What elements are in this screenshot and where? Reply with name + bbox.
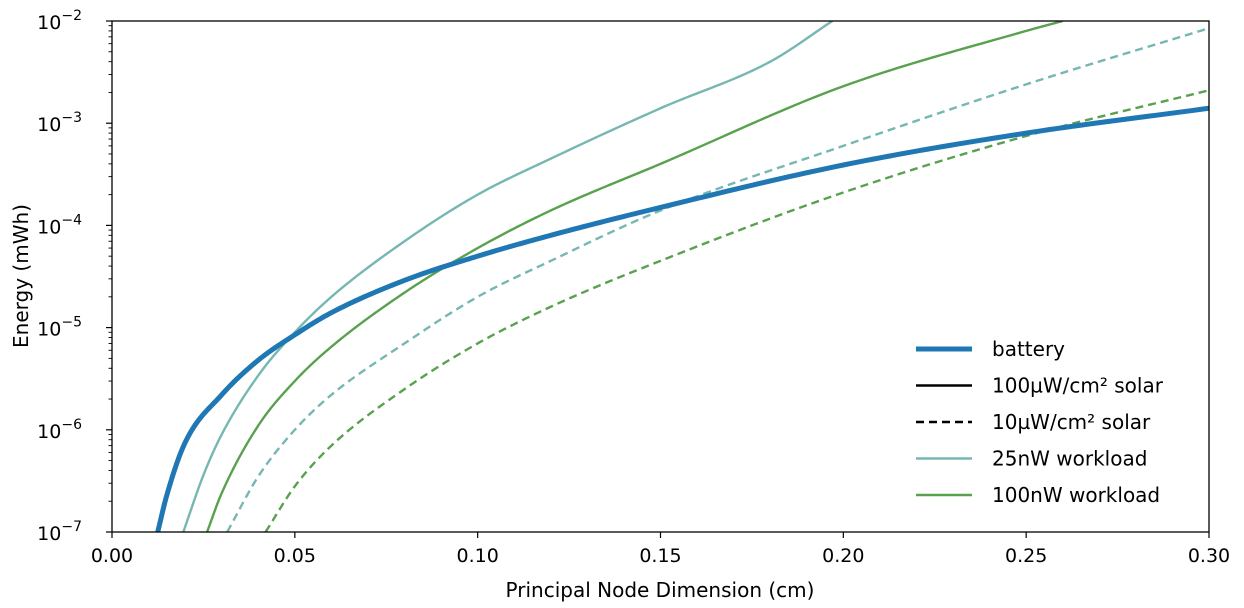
series-line-100nw-workload-10-w-cm-solar: [264, 89, 1209, 532]
y-axis-title: Energy (mWh): [9, 204, 33, 348]
axes-layer: 0.00 0.05 0.10 0.15 0.20 0.25 0.30 10−7 10−6 10−5…: [37, 8, 1230, 567]
legend-label: 10µW/cm² solar: [992, 410, 1151, 434]
x-tick-label: 0.20: [822, 545, 864, 567]
legend: battery 100µW/cm² solar 10µW/cm² solar 25nW…: [916, 337, 1164, 507]
x-tick-label: 0.05: [274, 545, 316, 567]
y-tick-label: 10−3: [37, 110, 82, 136]
x-tick-label: 0.15: [639, 545, 681, 567]
x-tick-label: 0.00: [91, 545, 133, 567]
y-tick-label: 10−5: [37, 315, 82, 341]
series-layer: [155, 21, 1209, 532]
legend-label: 100µW/cm² solar: [992, 374, 1164, 398]
x-axis-title: Principal Node Dimension (cm): [506, 578, 815, 602]
series-line-25nw-workload-10-w-cm-solar: [226, 27, 1209, 532]
legend-item-10-w-cm-solar: 10µW/cm² solar: [916, 410, 1151, 434]
legend-label: 25nW workload: [992, 447, 1147, 471]
y-tick-label: 10−7: [37, 519, 82, 545]
x-tick-label: 0.25: [1005, 545, 1047, 567]
series-line-battery: [155, 105, 1209, 532]
legend-item-100nw-workload: 100nW workload: [916, 483, 1160, 507]
series-line-25nw-workload-100-w-cm-solar: [182, 21, 834, 532]
x-tick-label: 0.10: [457, 545, 499, 567]
legend-item-100-w-cm-solar: 100µW/cm² solar: [916, 374, 1164, 398]
legend-label: battery: [992, 337, 1065, 361]
y-tick-label: 10−4: [37, 212, 82, 238]
legend-item-25nw-workload: 25nW workload: [916, 447, 1147, 471]
y-tick-label: 10−2: [37, 8, 82, 34]
y-tick-label: 10−6: [37, 417, 82, 443]
legend-item-battery: battery: [916, 337, 1065, 361]
x-tick-label: 0.30: [1188, 545, 1230, 567]
legend-label: 100nW workload: [992, 483, 1160, 507]
